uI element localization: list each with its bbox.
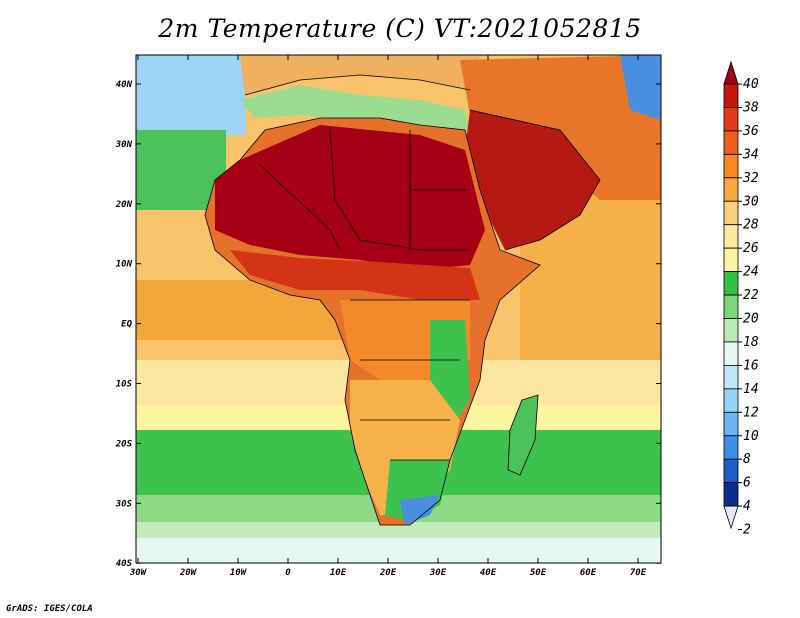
colorbar-bottom-arrow bbox=[723, 505, 739, 530]
colorbar-label: 22 bbox=[743, 288, 759, 303]
lon-tick-label: 40E bbox=[480, 568, 497, 578]
lat-tick-label: EQ bbox=[121, 320, 132, 330]
colorbar-segment bbox=[723, 247, 739, 272]
colorbar-label: 2 bbox=[743, 523, 751, 538]
colorbar-label: 6 bbox=[743, 476, 751, 491]
colorbar-segment bbox=[723, 318, 739, 343]
map-field bbox=[136, 55, 661, 563]
colorbar-label: 12 bbox=[743, 405, 759, 420]
colorbar-label: 40 bbox=[743, 77, 759, 92]
colorbar-label: 38 bbox=[742, 100, 759, 115]
lon-tick-label: 60E bbox=[580, 568, 597, 578]
lon-tick-label: 70E bbox=[630, 568, 647, 578]
colorbar-segment bbox=[723, 177, 739, 202]
madagascar bbox=[508, 395, 538, 475]
latitude-axis: 40N 30N 20N 10N EQ 10S 20S 30S 40S bbox=[115, 80, 661, 569]
colorbar-label: 20 bbox=[743, 312, 759, 327]
lon-tick-label: 20E bbox=[379, 568, 397, 578]
lat-tick-label: 30N bbox=[115, 140, 133, 150]
ocean-north-atlantic bbox=[136, 55, 246, 135]
colorbar-label: 4 bbox=[743, 499, 751, 514]
lon-tick-label: 10W bbox=[230, 568, 248, 578]
colorbar-label: 16 bbox=[743, 358, 759, 373]
colorbar-segment bbox=[723, 458, 739, 484]
lon-tick-label: 30W bbox=[129, 568, 148, 578]
himalaya-cold bbox=[620, 55, 661, 120]
drakensberg-cold bbox=[400, 495, 440, 525]
grads-credit: GrADS: IGES/COLA bbox=[6, 604, 93, 614]
colorbar-label: 8 bbox=[743, 452, 751, 467]
country-borders bbox=[204, 74, 601, 526]
colorbar-segment bbox=[723, 153, 739, 179]
ocean-band-16 bbox=[136, 538, 661, 563]
colorbar-label: 36 bbox=[742, 124, 759, 139]
lat-tick-label: 10S bbox=[116, 380, 133, 390]
colorbar-segment bbox=[723, 107, 739, 132]
colorbar-segment bbox=[723, 271, 739, 296]
colorbar-segment bbox=[723, 388, 739, 413]
lat-tick-label: 20N bbox=[115, 200, 133, 210]
colorbar-segment bbox=[723, 364, 739, 390]
lat-tick-label: 40S bbox=[116, 559, 133, 569]
map-frame bbox=[135, 54, 662, 564]
lon-tick-label: 50E bbox=[530, 568, 547, 578]
colorbar-label: 32 bbox=[742, 171, 759, 186]
colorbar-segment bbox=[723, 482, 739, 507]
chart-title: 2m Temperature (C) VT:2021052815 bbox=[158, 14, 642, 43]
colorbar-top-arrow bbox=[723, 60, 739, 85]
colorbar-segment bbox=[723, 83, 739, 108]
lat-tick-label: 20S bbox=[115, 439, 133, 449]
colorbar-label: 10 bbox=[743, 429, 759, 444]
colorbar-label: 18 bbox=[743, 335, 759, 350]
colorbar-segment bbox=[723, 435, 739, 460]
colorbar-segment bbox=[723, 341, 739, 366]
middle-east-land bbox=[460, 55, 661, 200]
mediterranean-sea bbox=[240, 85, 470, 130]
lon-tick-label: 10E bbox=[330, 568, 347, 578]
colorbar-label: 26 bbox=[743, 241, 759, 256]
ocean-band-18 bbox=[136, 522, 661, 540]
colorbar-label: 34 bbox=[742, 147, 759, 162]
colorbar-segment bbox=[723, 411, 739, 437]
colorbar-segment bbox=[723, 200, 739, 226]
colorbar-segment bbox=[723, 130, 739, 155]
lat-tick-label: 10N bbox=[116, 260, 133, 270]
sahel-band bbox=[230, 250, 480, 300]
colorbar-label: 28 bbox=[743, 218, 759, 233]
lon-tick-label: 0 bbox=[285, 568, 291, 578]
colorbar-label: 24 bbox=[743, 265, 759, 280]
colorbar-segment bbox=[723, 224, 739, 249]
colorbar-label: 30 bbox=[742, 194, 759, 209]
arabian-peninsula bbox=[465, 110, 600, 250]
colorbar-label: 14 bbox=[743, 382, 759, 397]
lon-tick-label: 30E bbox=[429, 568, 447, 578]
lat-tick-label: 40N bbox=[116, 80, 133, 90]
longitude-axis: 30W 20W 10W 0 10E 20E 30E 40E 50E 60E 70E bbox=[129, 55, 647, 578]
lon-tick-label: 20W bbox=[179, 568, 198, 578]
colorbar-segment bbox=[723, 294, 739, 319]
colorbar: 40 38 36 34 32 30 28 26 24 22 20 18 16 14 12 10 8 6 4 2 bbox=[723, 60, 759, 538]
sahara-hot-core bbox=[215, 125, 485, 270]
lat-tick-label: 30S bbox=[115, 499, 133, 509]
